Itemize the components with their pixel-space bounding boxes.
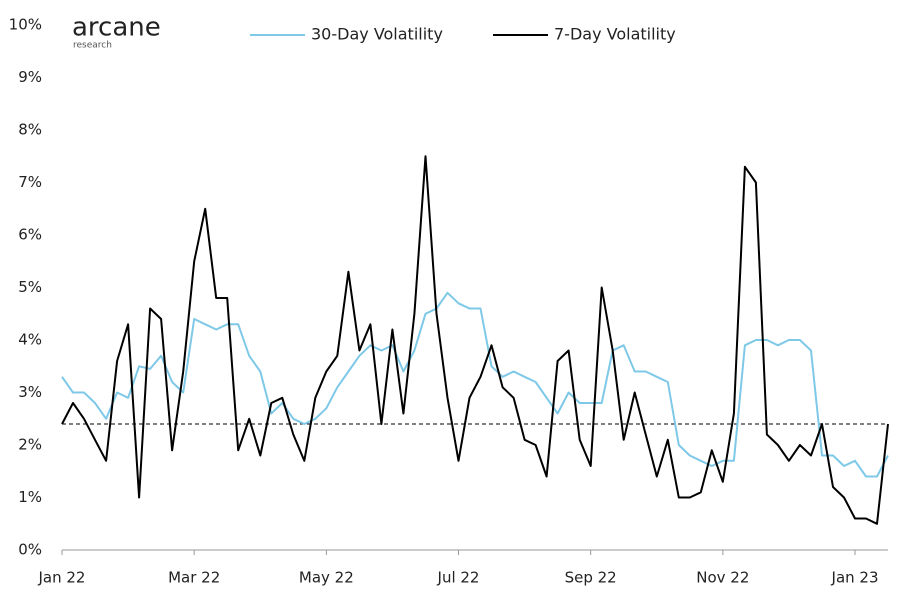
logo-tagline: research (73, 41, 112, 51)
y-tick-label: 3% (18, 383, 42, 401)
y-tick-label: 2% (18, 436, 42, 454)
y-tick-label: 9% (18, 68, 42, 86)
series-line (61, 291, 889, 478)
legend-label: 7-Day Volatility (554, 25, 676, 44)
y-tick-label: 8% (18, 121, 42, 139)
series-line (61, 155, 889, 525)
y-tick-label: 4% (18, 331, 42, 349)
x-tick-label: Sep 22 (565, 569, 617, 587)
x-tick-label: May 22 (299, 569, 354, 587)
x-tick-label: Mar 22 (168, 569, 220, 587)
y-tick-label: 5% (18, 278, 42, 296)
x-tick-label: Jan 23 (831, 569, 879, 587)
y-tick-label: 10% (9, 16, 42, 34)
x-tick-label: Jan 22 (38, 569, 86, 587)
x-tick-label: Jul 22 (437, 569, 480, 587)
y-tick-label: 7% (18, 173, 42, 191)
y-tick-label: 0% (18, 541, 42, 559)
y-tick-label: 1% (18, 488, 42, 506)
y-tick-label: 6% (18, 226, 42, 244)
legend-label: 30-Day Volatility (311, 25, 443, 44)
x-tick-label: Nov 22 (696, 569, 749, 587)
logo-name: arcane (72, 13, 161, 43)
